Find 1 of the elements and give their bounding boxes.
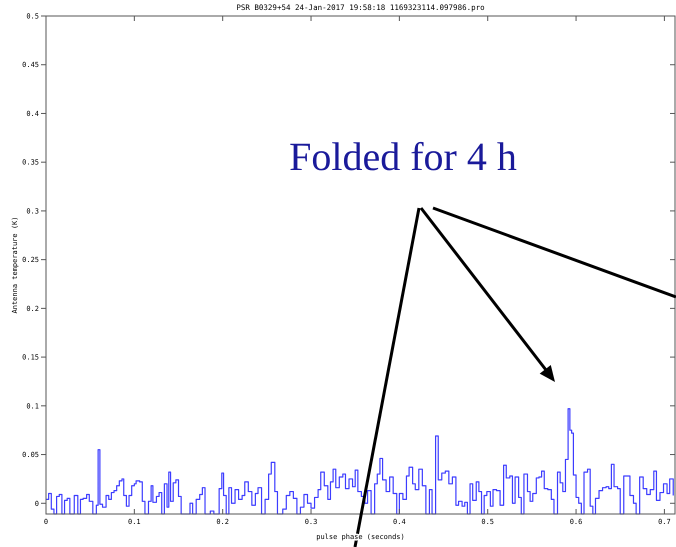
annotation: Folded for 4 h — [289, 134, 517, 179]
